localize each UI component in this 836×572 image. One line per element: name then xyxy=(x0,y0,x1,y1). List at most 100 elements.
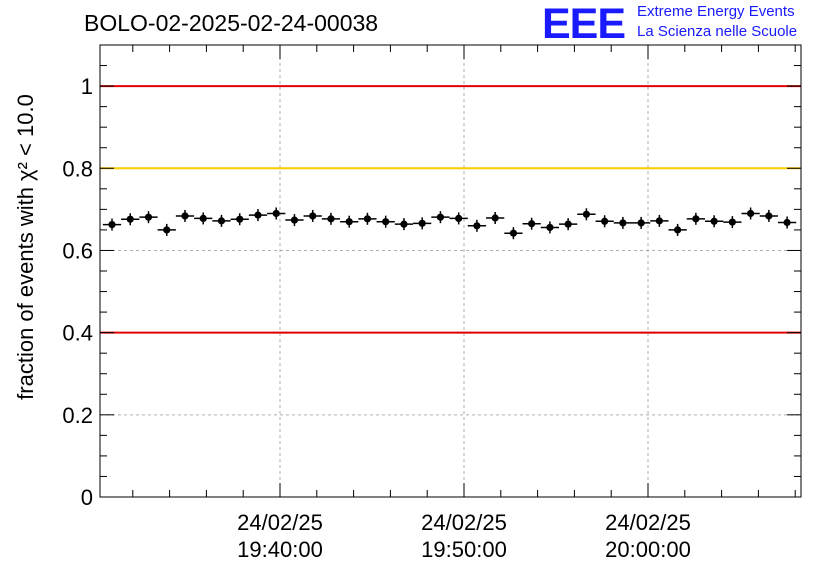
point-marker xyxy=(491,214,499,222)
data-point xyxy=(321,212,341,225)
point-marker xyxy=(436,213,445,221)
point-marker xyxy=(309,212,317,220)
y-tick-label: 0.2 xyxy=(62,403,93,428)
point-marker xyxy=(327,215,335,223)
point-marker xyxy=(619,219,627,227)
point-marker xyxy=(546,223,554,232)
point-marker xyxy=(108,220,116,229)
data-point xyxy=(431,211,450,224)
data-point xyxy=(102,218,122,231)
data-point xyxy=(723,216,742,229)
point-marker xyxy=(528,220,536,228)
data-point xyxy=(230,213,249,226)
axis-ticks xyxy=(100,44,801,498)
data-point xyxy=(194,212,213,225)
y-axis-label: fraction of events with χ² < 10.0 xyxy=(13,94,38,400)
point-marker xyxy=(655,217,663,225)
data-point xyxy=(139,211,158,224)
x-tick-label-time: 20:00:00 xyxy=(605,537,691,562)
point-marker xyxy=(163,226,171,234)
data-point xyxy=(449,212,468,225)
chart-title: BOLO-02-2025-02-24-00038 xyxy=(84,10,379,36)
data-point xyxy=(303,209,322,222)
data-points xyxy=(102,207,797,240)
point-marker xyxy=(582,210,590,218)
point-marker xyxy=(418,219,426,227)
data-point xyxy=(413,217,432,230)
data-point xyxy=(267,207,286,220)
point-marker xyxy=(783,218,791,227)
data-point xyxy=(540,221,560,234)
y-tick-label: 0.8 xyxy=(62,156,93,181)
axis-labels: 00.20.40.60.8124/02/2519:40:0024/02/2519… xyxy=(13,74,691,562)
data-point xyxy=(340,215,359,228)
point-marker xyxy=(254,211,262,219)
logo-text-line1: Extreme Energy Events xyxy=(637,3,795,20)
point-marker xyxy=(199,214,207,223)
x-tick-label-date: 24/02/25 xyxy=(605,510,691,535)
y-tick-label: 0.4 xyxy=(62,321,93,346)
data-point xyxy=(595,215,614,228)
point-marker xyxy=(747,209,755,218)
point-marker xyxy=(345,218,353,226)
logo-text-line2: La Scienza nelle Scuole xyxy=(637,23,798,40)
point-marker xyxy=(455,214,463,223)
data-point xyxy=(248,209,268,222)
point-marker xyxy=(363,215,372,223)
point-marker xyxy=(473,222,481,230)
data-point xyxy=(559,218,578,231)
point-marker xyxy=(290,216,299,224)
point-marker xyxy=(710,217,718,225)
data-point xyxy=(613,216,633,229)
data-point xyxy=(157,223,176,236)
point-marker xyxy=(637,219,645,227)
data-point xyxy=(212,214,231,227)
data-point xyxy=(686,212,705,225)
data-point xyxy=(285,214,304,227)
point-marker xyxy=(564,220,572,228)
data-point xyxy=(759,209,778,222)
x-tick-label-time: 19:50:00 xyxy=(421,537,507,562)
point-marker xyxy=(674,226,682,234)
data-point xyxy=(777,216,797,229)
eee-logo-mark: EEE xyxy=(542,0,626,48)
data-point xyxy=(467,219,487,232)
data-point xyxy=(632,216,651,229)
point-marker xyxy=(765,212,773,220)
x-tick-label-time: 19:40:00 xyxy=(237,537,323,562)
point-marker xyxy=(272,209,280,218)
point-marker xyxy=(217,217,226,225)
data-point xyxy=(741,207,760,220)
data-point xyxy=(358,212,377,225)
point-marker xyxy=(126,215,134,223)
x-tick-label-date: 24/02/25 xyxy=(421,510,507,535)
point-marker xyxy=(728,218,736,226)
reference-lines xyxy=(100,85,801,334)
eee-logo: EEE Extreme Energy Events La Scienza nel… xyxy=(542,2,832,46)
point-marker xyxy=(509,229,518,237)
y-tick-label: 0 xyxy=(81,485,93,510)
data-point xyxy=(376,215,395,228)
point-marker xyxy=(236,215,244,223)
data-point xyxy=(504,227,523,240)
point-marker xyxy=(692,215,700,223)
data-point xyxy=(650,214,669,227)
data-point xyxy=(577,208,596,221)
point-marker xyxy=(601,217,609,225)
x-tick-label-date: 24/02/25 xyxy=(237,510,323,535)
data-point xyxy=(121,213,140,226)
data-point xyxy=(394,218,414,231)
data-point xyxy=(522,217,541,230)
plot-frame xyxy=(99,44,802,498)
data-point xyxy=(704,215,724,228)
data-point xyxy=(668,223,687,236)
point-marker xyxy=(181,212,189,220)
y-tick-label: 1 xyxy=(81,74,93,99)
data-point xyxy=(175,209,195,222)
point-marker xyxy=(144,213,153,221)
point-marker xyxy=(382,218,390,226)
point-marker xyxy=(400,220,408,228)
data-point xyxy=(486,211,505,224)
y-tick-label: 0.6 xyxy=(62,238,93,263)
